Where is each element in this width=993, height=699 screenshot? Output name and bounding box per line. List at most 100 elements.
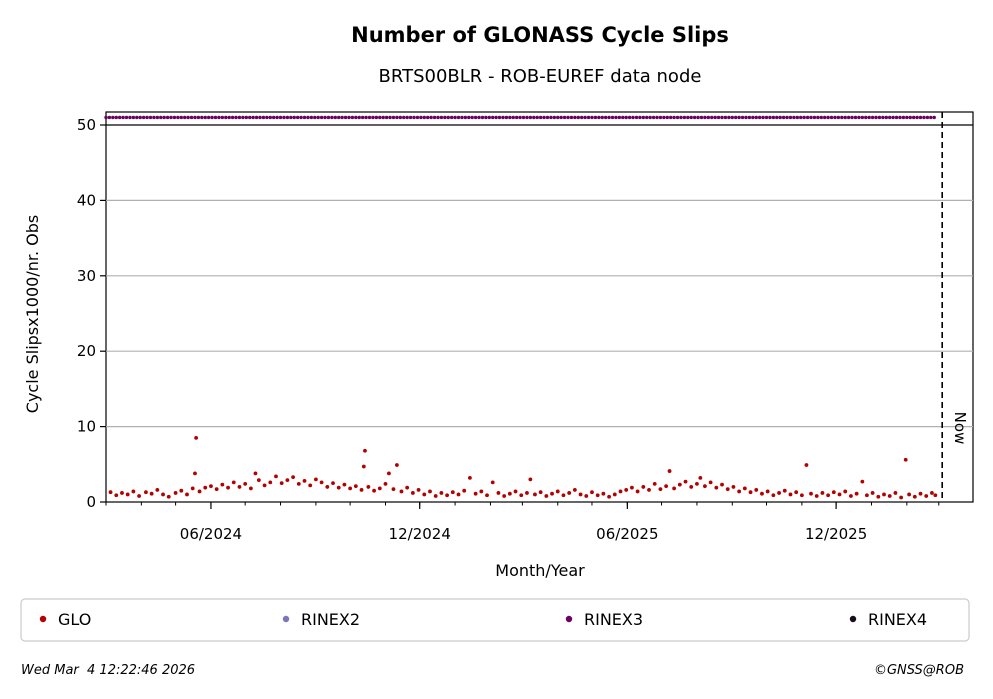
- glo-point: [308, 483, 313, 488]
- rinex3-point: [549, 115, 553, 120]
- rinex3-point: [446, 115, 450, 120]
- glo-point: [782, 488, 787, 493]
- glo-point: [689, 485, 694, 489]
- rinex3-point: [781, 115, 786, 120]
- glo-point: [544, 494, 549, 498]
- glo-point: [924, 494, 929, 498]
- rinex3-point: [645, 115, 649, 120]
- glo-point: [876, 494, 881, 499]
- rinex3-point: [162, 115, 166, 120]
- rinex3-point: [203, 115, 207, 120]
- rinex3-point: [699, 115, 704, 120]
- glo-point: [794, 490, 799, 495]
- glo-point: [555, 489, 560, 494]
- rinex3-point: [881, 115, 885, 120]
- rinex3-point: [590, 115, 594, 120]
- rinex3-point: [720, 115, 724, 120]
- rinex3-point: [689, 115, 693, 120]
- rinex3-point: [227, 115, 231, 120]
- rinex3-point: [925, 115, 930, 120]
- rinex3-point: [487, 115, 492, 120]
- plot-frame: [105, 111, 974, 503]
- rinex3-point: [559, 115, 563, 120]
- rinex3-point: [128, 115, 132, 120]
- glo-point: [584, 494, 589, 498]
- rinex3-point: [822, 115, 827, 120]
- rinex3-point: [326, 115, 331, 120]
- rinex3-point: [169, 115, 173, 120]
- rinex3-point: [374, 115, 379, 120]
- glo-point: [149, 491, 154, 496]
- rinex3-point: [148, 115, 153, 120]
- rinex3-point: [603, 115, 608, 120]
- glo-point: [748, 490, 753, 495]
- glo-point: [137, 494, 141, 498]
- glo-point: [672, 486, 677, 491]
- glo-point: [683, 479, 688, 484]
- glo-point: [618, 489, 623, 494]
- glo-point: [359, 488, 364, 492]
- rinex3-point: [877, 115, 882, 120]
- glo-point: [578, 492, 583, 497]
- glo-point: [231, 480, 236, 485]
- x-tick-label: 12/2024: [389, 525, 451, 543]
- glo-point: [428, 489, 432, 494]
- rinex3-point: [621, 115, 625, 120]
- glo-point: [220, 482, 225, 487]
- rinex3-point: [230, 115, 235, 120]
- glo-point: [882, 492, 886, 497]
- glo-point: [405, 485, 410, 490]
- rinex3-point: [467, 115, 471, 120]
- glo-point: [826, 493, 831, 498]
- glo-point: [125, 492, 130, 497]
- rinex3-point: [104, 115, 108, 120]
- rinex3-point: [730, 115, 734, 120]
- rinex3-point: [525, 115, 529, 120]
- rinex3-point: [562, 115, 567, 120]
- rinex3-point: [165, 115, 170, 120]
- chart-title: Number of GLONASS Cycle Slips: [351, 23, 729, 47]
- rinex3-point: [614, 115, 618, 120]
- rinex3-point: [706, 115, 711, 120]
- rinex3-point: [754, 115, 758, 120]
- rinex3-point: [381, 115, 385, 120]
- glo-point: [725, 487, 730, 492]
- legend-marker-rinex2: [282, 615, 290, 623]
- glo-point: [372, 488, 376, 493]
- glo-point: [664, 484, 669, 489]
- rinex3-point: [888, 115, 892, 120]
- glo-point: [658, 487, 663, 492]
- glo-point: [720, 482, 724, 487]
- rinex3-point: [395, 115, 399, 120]
- rinex3-point: [819, 115, 823, 120]
- rinex3-point: [740, 115, 745, 120]
- rinex3-point: [309, 115, 314, 120]
- glo-point: [496, 491, 501, 495]
- rinex3-point: [764, 115, 769, 120]
- rinex3-point: [289, 115, 293, 120]
- rinex3-point: [391, 115, 396, 120]
- footer-timestamp: Wed Mar 4 12:22:46 2026: [21, 663, 195, 678]
- rinex3-point: [200, 115, 204, 120]
- glo-point: [108, 490, 113, 495]
- rinex3-point: [261, 115, 266, 120]
- x-axis-ticks: 06/2024 12/2024 06/2025 12/2025: [105, 502, 940, 543]
- rinex3-point: [874, 115, 878, 120]
- rinex3-point: [744, 115, 748, 120]
- footer-copyright: ©GNSS@ROB: [874, 663, 964, 678]
- glo-point: [502, 494, 507, 498]
- glo-point: [468, 475, 472, 480]
- rinex3-point: [141, 115, 146, 120]
- rinex3-point: [884, 115, 888, 120]
- glo-point: [302, 478, 307, 483]
- glo-point: [462, 488, 467, 493]
- glo-point: [612, 492, 617, 497]
- glo-point: [193, 471, 197, 476]
- rinex3-point: [480, 115, 485, 120]
- rinex3-point: [761, 115, 765, 120]
- rinex3-point: [306, 115, 310, 120]
- rinex3-point: [282, 115, 286, 120]
- rinex3-point: [248, 115, 252, 120]
- rinex3-point: [367, 115, 372, 120]
- legend-label-glo: GLO: [58, 610, 91, 629]
